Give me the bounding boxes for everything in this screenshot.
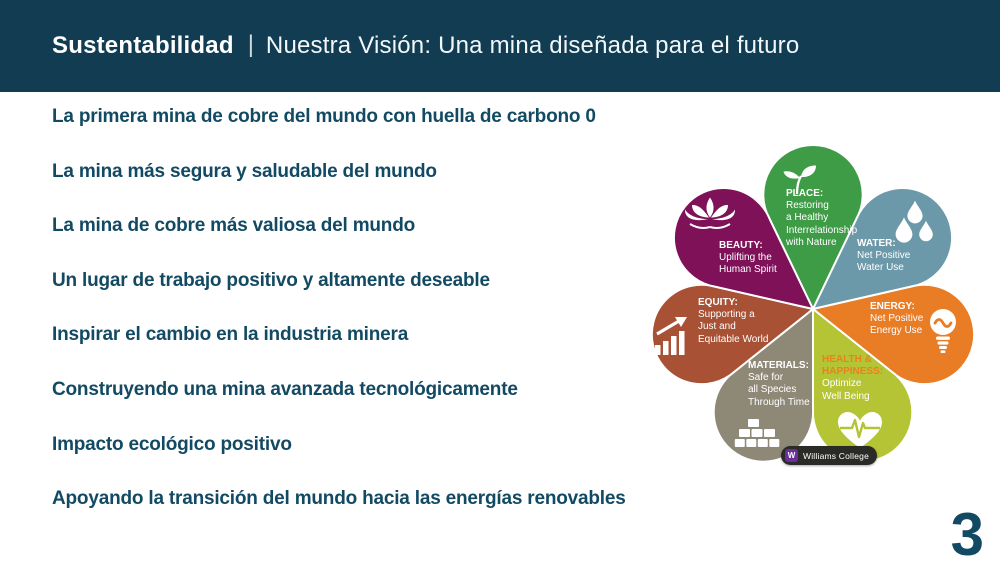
petal-place xyxy=(762,143,864,310)
petal-water-label: WATER: Net Positive Water Use xyxy=(857,238,911,274)
header-title: Sustentabilidad xyxy=(52,32,234,59)
bar-chart-icon xyxy=(655,317,687,355)
petal-place-heading: PLACE: xyxy=(786,188,824,199)
bullet-item: La mina más segura y saludable del mundo xyxy=(52,160,437,182)
badge-logo: W xyxy=(785,449,798,462)
bricks-icon xyxy=(734,419,780,447)
petal-health xyxy=(811,308,914,463)
bullet-item: Construyendo una mina avanzada tecnológi… xyxy=(52,378,518,400)
bullet-item: Impacto ecológico positivo xyxy=(52,433,292,455)
bullet-list: La primera mina de cobre del mundo con h… xyxy=(52,106,626,543)
petal-materials xyxy=(712,308,815,463)
header-bar: Sustentabilidad | Nuestra Visión: Una mi… xyxy=(0,0,1000,92)
bullet-item: La mina de cobre más valiosa del mundo xyxy=(52,215,416,237)
attribution-badge: W Williams College xyxy=(781,446,878,465)
sustainability-flower-diagram: PLACE: Restoring a Healthy Interrelation… xyxy=(640,138,985,483)
petal-energy-heading: ENERGY: xyxy=(870,301,915,312)
bullet-item: Inspirar el cambio en la industria miner… xyxy=(52,324,409,346)
petal-beauty-label: BEAUTY: Uplifting the Human Spirit xyxy=(719,240,777,276)
bullet-item: La primera mina de cobre del mundo con h… xyxy=(52,106,596,127)
header-subtitle: Nuestra Visión: Una mina diseñada para e… xyxy=(265,32,800,59)
header-separator: | xyxy=(247,31,254,58)
petal-wheel xyxy=(650,143,976,463)
petal-place-label: PLACE: Restoring a Healthy Interrelation… xyxy=(786,188,858,248)
petal-beauty-heading: BEAUTY: xyxy=(719,240,763,251)
petal-energy-label: ENERGY: Net Positive Energy Use xyxy=(870,301,924,337)
petal-materials-heading: MATERIALS: xyxy=(748,360,809,371)
bullet-item: Un lugar de trabajo positivo y altamente… xyxy=(52,269,490,291)
petal-health-label: HEALTH & HAPPINESS: Optimize Well Being xyxy=(822,354,884,402)
water-drops-icon xyxy=(895,200,933,243)
badge-label: Williams College xyxy=(803,450,870,461)
lotus-icon xyxy=(684,197,736,229)
lightbulb-icon xyxy=(930,309,956,353)
heart-pulse-icon xyxy=(838,412,882,448)
petal-energy xyxy=(812,283,976,386)
petal-equity xyxy=(650,283,814,386)
seedling-icon xyxy=(783,165,816,195)
petal-beauty xyxy=(672,187,814,310)
petal-equity-label: EQUITY: Supporting a Just and Equitable … xyxy=(698,297,769,345)
bullet-item: Apoyando la transición del mundo hacia l… xyxy=(52,488,626,510)
petal-materials-label: MATERIALS: Safe for all Species Through … xyxy=(748,360,810,408)
petal-equity-heading: EQUITY: xyxy=(698,297,738,308)
page-number: 3 xyxy=(950,501,984,563)
petal-health-heading: HEALTH & xyxy=(822,354,872,365)
petal-water-heading: WATER: xyxy=(857,238,896,249)
petal-health-heading-2: HAPPINESS: xyxy=(822,366,884,378)
